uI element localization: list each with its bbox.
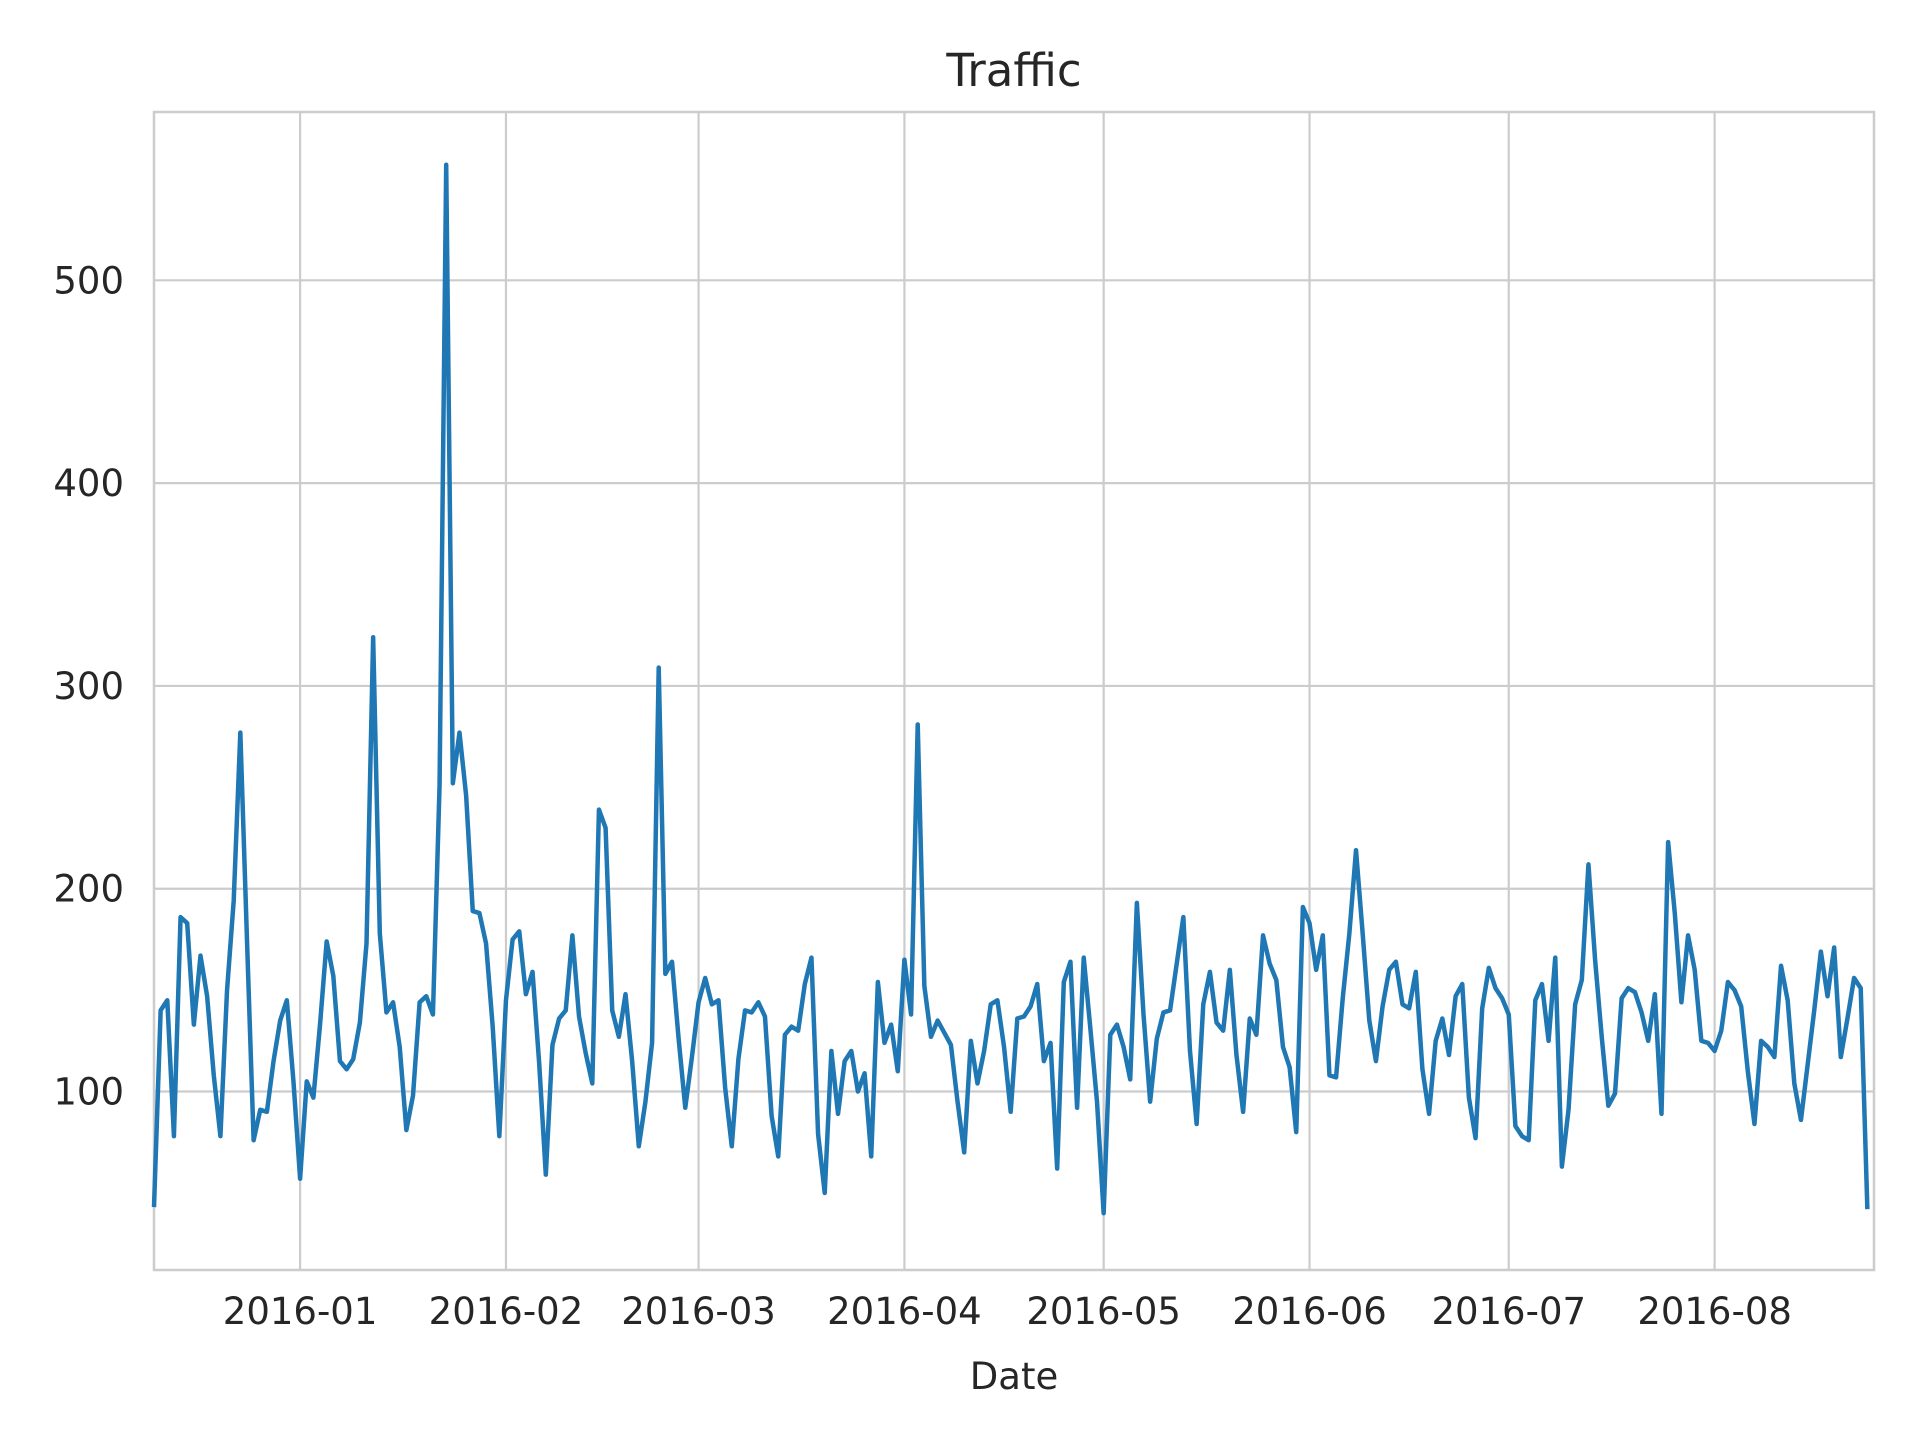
y-tick-label: 400 xyxy=(53,462,124,505)
x-tick-label: 2016-07 xyxy=(1431,1290,1586,1333)
chart-title: Traffic xyxy=(945,44,1081,97)
y-tick-label: 200 xyxy=(53,868,124,911)
x-tick-label: 2016-08 xyxy=(1637,1290,1792,1333)
series-layer xyxy=(151,162,1870,1216)
x-tick-label: 2016-04 xyxy=(827,1290,982,1333)
x-tick-label: 2016-06 xyxy=(1232,1290,1387,1333)
y-tick-label: 300 xyxy=(53,665,124,708)
x-tick-label: 2016-02 xyxy=(429,1290,584,1333)
x-tick-label: 2016-03 xyxy=(621,1290,776,1333)
y-tick-label: 100 xyxy=(53,1071,124,1114)
tick-layer: 2016-01 2016-02 2016-03 2016-04 2016-05 2016-… xyxy=(53,259,1792,1333)
y-tick-label: 500 xyxy=(53,259,124,302)
x-tick-label: 2016-01 xyxy=(223,1290,378,1333)
traffic-series-line xyxy=(151,162,1870,1216)
plot-frame xyxy=(152,110,1876,1272)
x-tick-label: 2016-05 xyxy=(1026,1290,1181,1333)
x-axis-label: Date xyxy=(970,1355,1058,1398)
